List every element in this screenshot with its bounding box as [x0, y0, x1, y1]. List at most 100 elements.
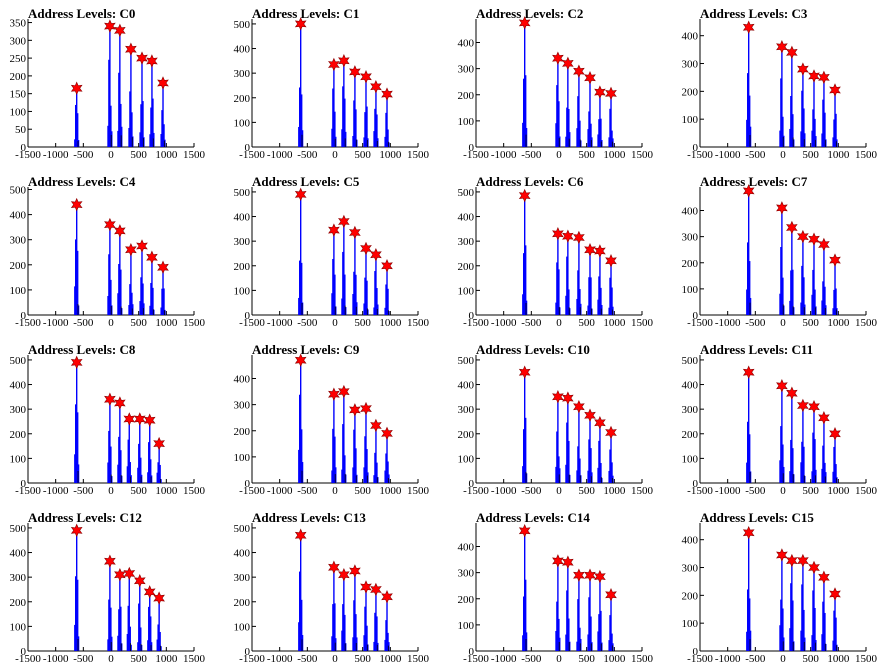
- peak-marker-star-icon: [776, 548, 788, 562]
- peak-marker-star-icon: [70, 355, 83, 370]
- histogram-bars: [298, 535, 390, 651]
- y-tick-label: 100: [682, 284, 699, 296]
- x-tick-label: -1000: [491, 653, 517, 665]
- x-tick-label: 0: [780, 149, 786, 161]
- peak-marker-star-icon: [146, 54, 158, 68]
- peak-markers: [294, 187, 393, 273]
- x-tick-label: 1500: [407, 485, 430, 497]
- y-tick-label: 0: [245, 646, 251, 658]
- chart-panel: Address Levels: C4 0 100 200 300 400 500 -1500-…: [0, 168, 224, 336]
- peak-marker-star-icon: [133, 412, 146, 426]
- histogram-bars: [298, 360, 390, 483]
- peak-marker-star-icon: [70, 197, 83, 212]
- x-tick-label: 500: [578, 317, 595, 329]
- x-tick-label: -1500: [15, 317, 41, 329]
- peak-marker-star-icon: [294, 353, 307, 367]
- peak-markers: [742, 184, 841, 267]
- peak-marker-star-icon: [294, 17, 307, 31]
- x-tick-label: -1500: [687, 485, 713, 497]
- peak-marker-star-icon: [349, 65, 361, 79]
- y-tick-label: 400: [682, 380, 699, 392]
- x-tick-label: -500: [521, 485, 542, 497]
- peak-marker-star-icon: [104, 217, 116, 232]
- peak-marker-star-icon: [829, 253, 841, 267]
- y-tick-label: 100: [682, 618, 699, 630]
- x-tick-label: 1000: [827, 149, 850, 161]
- x-tick-label: -1500: [239, 317, 265, 329]
- peak-marker-star-icon: [349, 564, 361, 578]
- y-tick-label: 0: [245, 142, 251, 154]
- peak-marker-star-icon: [797, 553, 809, 568]
- chart-svg: Address Levels: C10100200300400500-1500-…: [234, 6, 430, 161]
- peak-marker-star-icon: [573, 230, 585, 245]
- y-tick-label: 300: [234, 68, 251, 80]
- peak-marker-star-icon: [518, 188, 531, 203]
- chart-title: Address Levels: C5: [252, 174, 360, 189]
- peak-marker-star-icon: [328, 387, 340, 401]
- chart-title: Address Levels: C8: [28, 342, 136, 357]
- peak-marker-star-icon: [594, 85, 606, 99]
- peak-marker-star-icon: [594, 569, 606, 584]
- peak-marker-star-icon: [381, 259, 393, 273]
- x-tick-label: -1000: [491, 149, 517, 161]
- x-tick-label: -500: [745, 317, 766, 329]
- peak-marker-star-icon: [338, 567, 350, 582]
- y-tick-label: 500: [458, 187, 475, 199]
- y-tick-label: 200: [682, 590, 699, 602]
- x-tick-label: -1500: [687, 149, 713, 161]
- peak-marker-star-icon: [818, 570, 830, 585]
- peak-marker-star-icon: [123, 412, 136, 426]
- chart-title: Address Levels: C2: [476, 6, 583, 21]
- x-tick-label: 500: [802, 149, 819, 161]
- x-tick-label: 1000: [827, 653, 850, 665]
- x-tick-label: 500: [578, 485, 595, 497]
- y-tick-label: 500: [458, 355, 475, 367]
- x-tick-label: 500: [802, 485, 819, 497]
- peak-marker-star-icon: [829, 427, 841, 441]
- peak-marker-star-icon: [518, 365, 531, 379]
- peak-marker-star-icon: [594, 415, 606, 430]
- y-tick-label: 400: [10, 210, 27, 222]
- y-tick-label: 0: [469, 142, 475, 154]
- peak-marker-star-icon: [573, 64, 585, 78]
- x-tick-label: 1000: [603, 485, 626, 497]
- peak-marker-star-icon: [786, 553, 798, 568]
- x-tick-label: -500: [297, 485, 318, 497]
- peak-markers: [294, 528, 393, 604]
- peak-marker-star-icon: [584, 568, 596, 582]
- peak-marker-star-icon: [338, 214, 350, 229]
- y-tick-label: 400: [10, 548, 27, 560]
- x-tick-label: -1000: [715, 149, 741, 161]
- histogram-bars: [74, 362, 162, 483]
- chart-title: Address Levels: C11: [700, 342, 813, 357]
- x-tick-label: -500: [745, 653, 766, 665]
- x-tick-label: 0: [332, 149, 338, 161]
- peak-marker-star-icon: [742, 184, 755, 198]
- chart-title: Address Levels: C6: [476, 174, 584, 189]
- x-tick-label: 0: [780, 317, 786, 329]
- y-tick-label: 100: [10, 285, 27, 297]
- x-tick-label: 1000: [155, 149, 178, 161]
- x-tick-label: 0: [332, 485, 338, 497]
- x-tick-label: -1000: [43, 149, 69, 161]
- y-tick-label: 250: [10, 53, 27, 65]
- x-tick-label: 500: [130, 653, 147, 665]
- peak-marker-star-icon: [70, 81, 83, 96]
- y-tick-label: 400: [682, 206, 699, 218]
- chart-svg: Address Levels: C14 0 100 200 300 400 -1500 -10…: [458, 510, 654, 665]
- peak-marker-star-icon: [573, 399, 585, 414]
- peak-marker-star-icon: [146, 250, 158, 265]
- x-tick-label: 1500: [631, 317, 654, 329]
- y-tick-label: 300: [682, 232, 699, 244]
- x-tick-label: 1500: [407, 317, 430, 329]
- peak-marker-star-icon: [518, 524, 531, 538]
- y-tick-label: 0: [245, 478, 251, 490]
- x-tick-label: -1000: [715, 317, 741, 329]
- peak-marker-star-icon: [125, 242, 137, 257]
- chart-panel: Address Levels: C14 0 100 200 300 400 -1500 -10…: [448, 504, 672, 672]
- y-tick-label: 200: [682, 86, 699, 98]
- y-tick-label: 200: [10, 71, 27, 83]
- peak-marker-star-icon: [104, 392, 116, 407]
- peak-marker-star-icon: [70, 523, 83, 538]
